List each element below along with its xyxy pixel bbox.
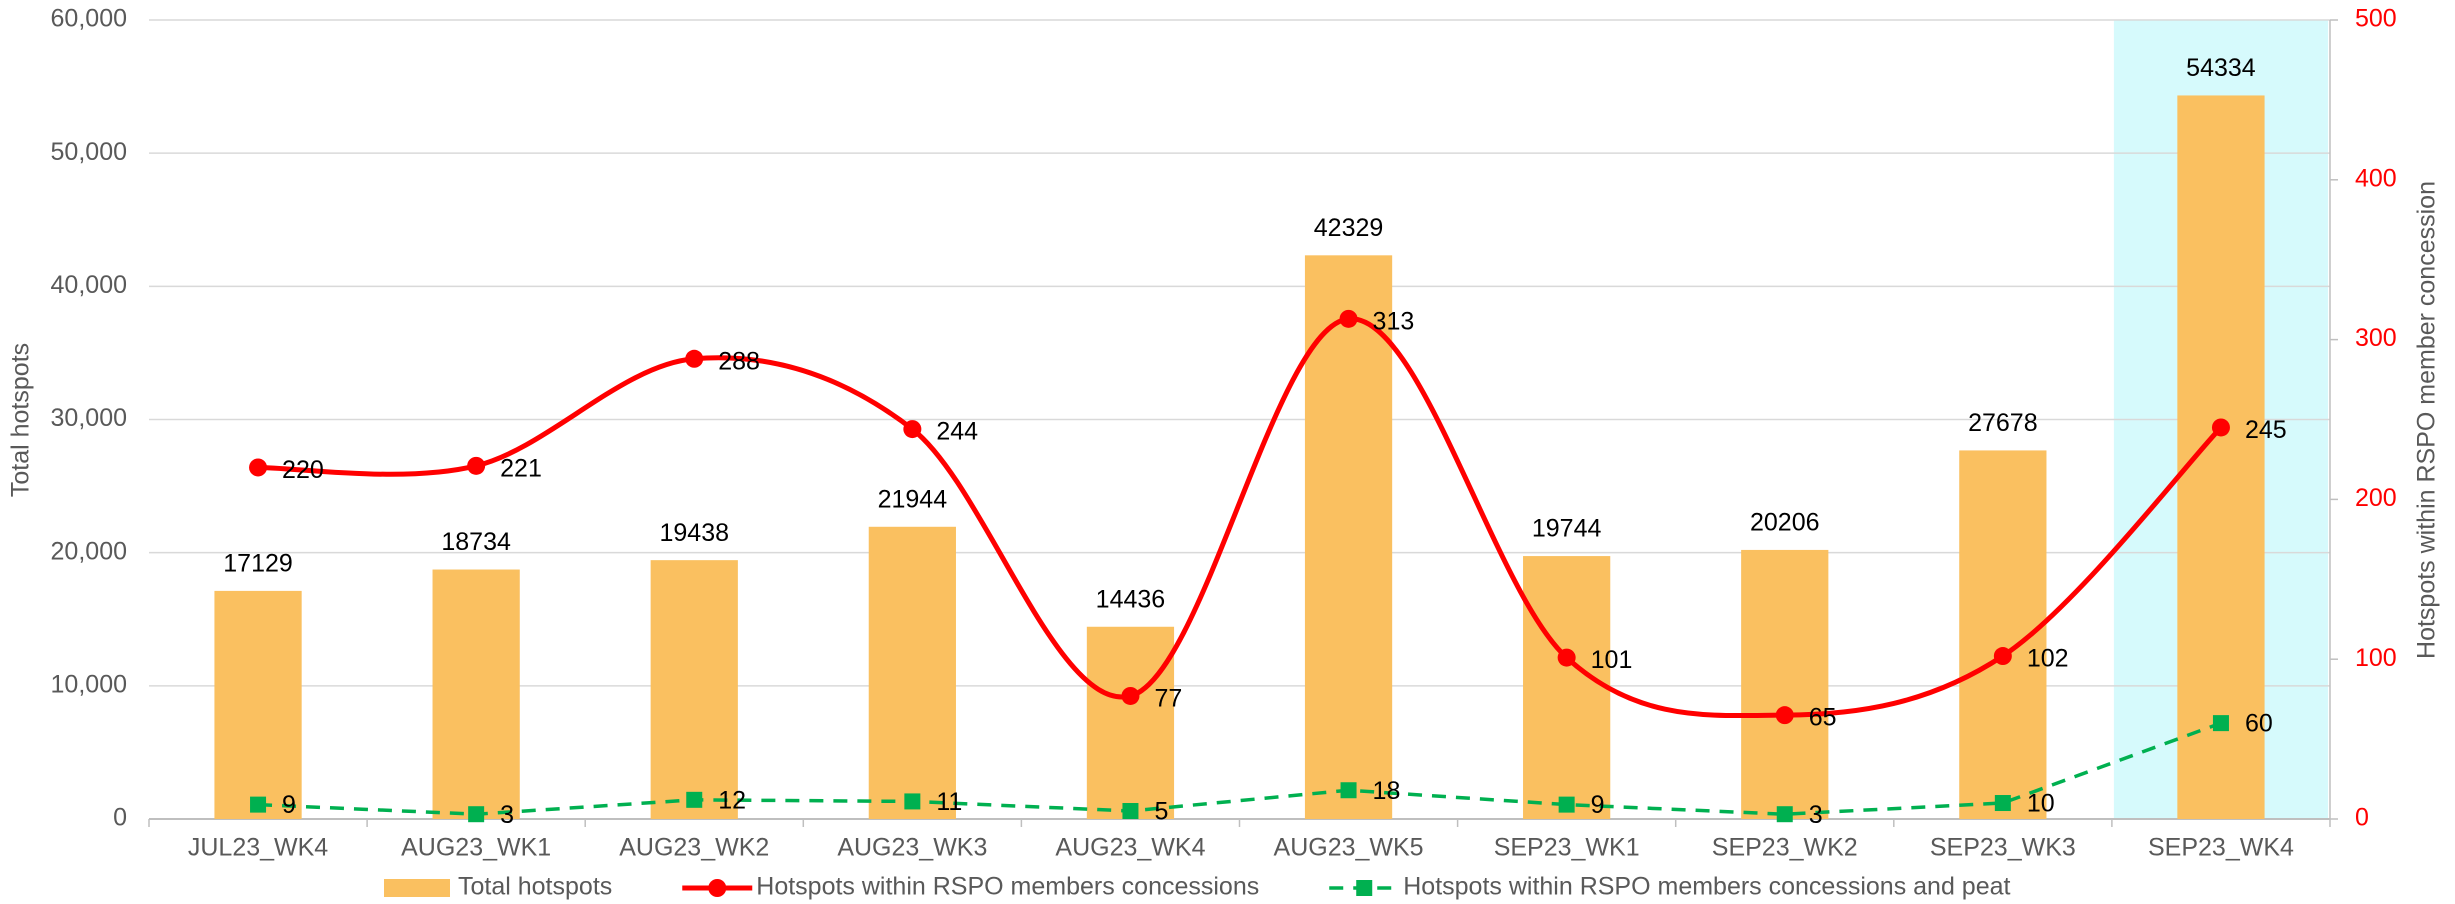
data-label: 18 [1373, 777, 1401, 805]
series-marker [1122, 803, 1139, 820]
data-label: 77 [1154, 685, 1182, 713]
x-tick-label: AUG23_WK2 [619, 834, 769, 862]
series-marker [686, 791, 703, 808]
series-marker [1339, 309, 1358, 328]
data-label: 65 [1809, 704, 1837, 732]
data-label: 102 [2027, 645, 2069, 673]
bar [1741, 549, 1829, 819]
y2-tick-label: 200 [2355, 484, 2397, 512]
y-tick-label: 0 [113, 804, 127, 832]
data-label: 3 [500, 801, 514, 829]
bar [868, 526, 956, 819]
series-marker [1776, 806, 1793, 823]
y2-tick-label: 400 [2355, 164, 2397, 192]
bar [650, 560, 738, 819]
series-line [258, 316, 2223, 719]
series-marker [1340, 782, 1357, 799]
series-marker [904, 793, 921, 810]
x-tick-label: SEP23_WK3 [1930, 834, 2076, 862]
x-tick-label: AUG23_WK4 [1055, 834, 1205, 862]
data-label: 244 [936, 418, 978, 446]
series-marker [685, 349, 704, 368]
series-line [257, 721, 2222, 816]
y-tick-label: 40,000 [51, 271, 127, 299]
data-label: 9 [1591, 791, 1605, 819]
series-marker [468, 806, 485, 823]
legend-label: Hotspots within RSPO members concessions… [1403, 873, 2010, 901]
legend-label: Total hotspots [458, 873, 612, 901]
y2-tick-label: 500 [2355, 5, 2397, 33]
data-label: 221 [500, 454, 542, 482]
data-label: 313 [1373, 307, 1415, 335]
data-label: 245 [2245, 416, 2287, 444]
data-label: 220 [282, 456, 324, 484]
series-marker [903, 420, 922, 439]
data-label: 54334 [2186, 54, 2256, 82]
data-label: 21944 [878, 485, 948, 513]
x-tick-label: SEP23_WK2 [1712, 834, 1858, 862]
data-label: 20206 [1750, 509, 1820, 537]
data-label: 11 [936, 788, 962, 816]
data-label: 14436 [1096, 585, 1166, 613]
x-tick-label: SEP23_WK4 [2148, 834, 2294, 862]
data-label: 19438 [659, 519, 729, 547]
bar [214, 590, 302, 819]
series-marker [249, 458, 268, 477]
data-label: 42329 [1314, 214, 1384, 242]
y-tick-label: 60,000 [51, 5, 127, 33]
data-label: 19744 [1532, 515, 1602, 543]
data-label: 60 [2245, 710, 2273, 738]
series-marker [2211, 418, 2230, 437]
data-label: 5 [1154, 798, 1168, 826]
series-marker [1557, 648, 1576, 667]
data-label: 9 [282, 791, 296, 819]
legend-swatch [1356, 880, 1373, 896]
legend-label: Hotspots within RSPO members concessions [756, 873, 1259, 901]
bar [1086, 626, 1175, 819]
x-tick-label: SEP23_WK1 [1494, 834, 1640, 862]
legend-swatch [708, 879, 727, 897]
series-marker [1775, 706, 1794, 725]
bar [432, 569, 520, 819]
series-marker [1994, 795, 2011, 812]
y-tick-label: 20,000 [51, 537, 127, 565]
y-tick-label: 50,000 [51, 138, 127, 166]
y2-tick-label: 0 [2355, 804, 2369, 832]
data-label: 3 [1809, 801, 1823, 829]
data-label: 10 [2027, 790, 2055, 818]
data-label: 17129 [223, 550, 293, 578]
data-label: 101 [1591, 646, 1633, 674]
data-label: 288 [718, 347, 760, 375]
y-axis-title: Total hotspots [7, 343, 35, 497]
series-marker [1993, 647, 2012, 666]
y2-tick-label: 300 [2355, 324, 2397, 352]
x-tick-label: AUG23_WK5 [1274, 834, 1424, 862]
series-marker [1121, 686, 1140, 705]
y2-axis-title: Hotspots within RSPO member concession [2413, 181, 2441, 659]
bar [1304, 255, 1393, 819]
y-tick-label: 10,000 [51, 670, 127, 698]
series-marker [2212, 715, 2229, 732]
series-marker [1558, 796, 1575, 813]
y-tick-label: 30,000 [51, 404, 127, 432]
data-label: 27678 [1968, 409, 2038, 437]
bar [1523, 556, 1611, 819]
y2-tick-label: 100 [2355, 644, 2397, 672]
x-tick-label: JUL23_WK4 [188, 834, 328, 862]
data-label: 12 [718, 786, 746, 814]
series-marker [250, 796, 267, 813]
data-label: 18734 [441, 528, 511, 556]
x-tick-label: AUG23_WK3 [837, 834, 987, 862]
series-marker [467, 456, 486, 475]
legend-swatch [384, 879, 450, 897]
x-tick-label: AUG23_WK1 [401, 834, 551, 862]
